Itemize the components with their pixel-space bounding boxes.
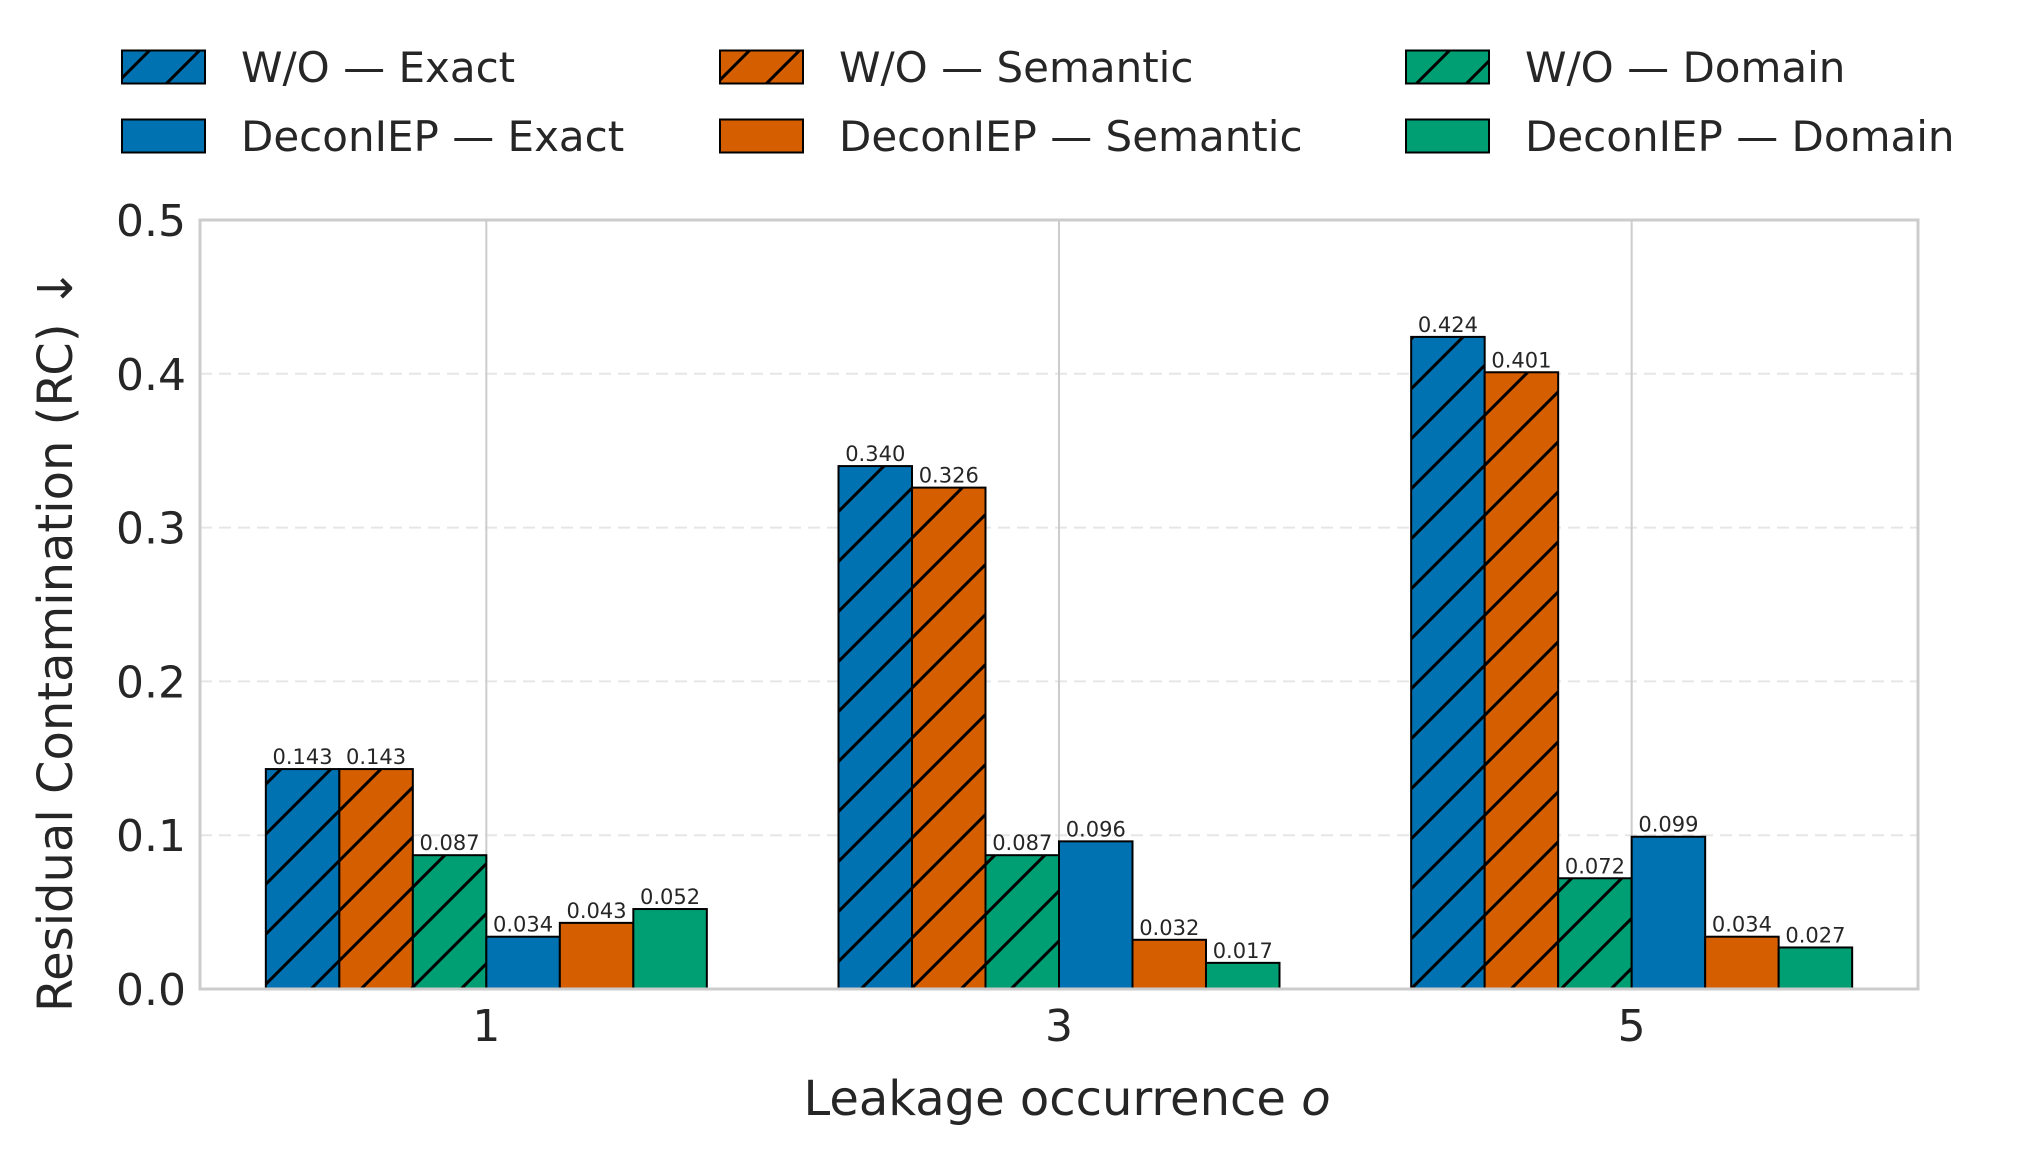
bar — [1205, 961, 1281, 991]
bar-hatch — [1411, 336, 1485, 989]
legend-entry: W/O — Domain — [1405, 43, 1845, 92]
data-label: 0.052 — [640, 885, 700, 909]
legend-label: W/O — Exact — [241, 43, 515, 92]
bar-hatch — [412, 855, 487, 989]
legend-swatch — [1405, 118, 1490, 154]
data-label: 0.143 — [346, 745, 406, 769]
y-tick-label: 0.3 — [116, 504, 186, 555]
legend-entry: DeconIEP — Exact — [121, 112, 624, 161]
x-tick-label: 3 — [1045, 1001, 1073, 1052]
data-label: 0.087 — [420, 831, 480, 855]
bar-fill — [558, 921, 635, 991]
x-axis-label: Leakage occurrence o — [803, 1071, 1330, 1127]
data-label: 0.034 — [1712, 913, 1772, 937]
legend-swatch-hatch — [122, 50, 205, 84]
legend-label: W/O — Domain — [1525, 43, 1845, 92]
y-tick-label: 0.0 — [116, 965, 186, 1016]
legend-entry: DeconIEP — Domain — [1405, 112, 1955, 161]
data-label: 0.099 — [1638, 813, 1698, 837]
legend-swatch-hatch — [1406, 50, 1489, 84]
bar-fill — [1205, 961, 1281, 991]
bar — [485, 935, 561, 991]
data-label: 0.401 — [1491, 348, 1551, 372]
data-label: 0.143 — [273, 745, 333, 769]
bar-fill — [1777, 946, 1854, 990]
bar — [911, 486, 987, 990]
bar-hatch — [985, 855, 1059, 989]
data-label: 0.017 — [1213, 939, 1273, 963]
bar-hatch — [1484, 372, 1559, 990]
legend-entry: W/O — Exact — [121, 43, 515, 92]
plot-frame — [198, 218, 1920, 991]
bar-hatch — [1558, 878, 1632, 989]
bar — [984, 854, 1060, 990]
bar — [632, 908, 708, 990]
bar-fill — [1058, 840, 1134, 990]
data-label: 0.340 — [845, 442, 905, 466]
bar — [1131, 938, 1207, 990]
bar-hatch — [912, 487, 986, 989]
bar-fill — [1704, 935, 1780, 991]
bar — [1704, 935, 1780, 991]
bar-hatch — [838, 466, 912, 990]
x-tick-label: 1 — [472, 1001, 500, 1052]
data-label: 0.043 — [567, 899, 627, 923]
x-tick-label: 5 — [1618, 1001, 1646, 1052]
y-axis-label: Residual Contamination (RC) ↓ — [28, 268, 84, 1012]
data-label: 0.032 — [1139, 916, 1199, 940]
y-tick-label: 0.4 — [116, 350, 186, 401]
bar — [1630, 835, 1707, 990]
legend-swatch — [719, 118, 804, 154]
bar — [1058, 840, 1134, 990]
bar-fill — [632, 908, 708, 990]
data-label: 0.424 — [1418, 313, 1478, 337]
bar — [1483, 371, 1560, 990]
legend-label: DeconIEP — Exact — [241, 112, 624, 161]
x-axis-label-variable: o — [1301, 1071, 1330, 1127]
bar — [558, 921, 635, 991]
data-label: 0.034 — [493, 913, 553, 937]
plot-area: 0.0 0.1 0.2 0.3 0.4 0.5 1 3 5 0.143 0.340 0.424 0.14… — [116, 196, 1920, 1052]
legend-entry: DeconIEP — Semantic — [719, 112, 1303, 161]
data-label: 0.027 — [1785, 923, 1845, 947]
bar — [411, 854, 488, 990]
data-label: 0.087 — [992, 831, 1052, 855]
bar — [264, 768, 341, 990]
legend-swatch — [121, 118, 206, 154]
x-axis-label-text: Leakage occurrence — [803, 1071, 1301, 1127]
legend-swatch-hatch — [720, 50, 803, 84]
legend: W/O — Exact W/O — Semantic W/O — Domain Dec… — [121, 43, 1955, 161]
y-tick-label: 0.1 — [116, 811, 186, 862]
bar-fill — [1630, 835, 1707, 990]
bar — [338, 768, 414, 990]
bar — [1557, 877, 1633, 990]
bar-fill — [485, 935, 561, 991]
bar — [837, 465, 913, 990]
legend-label: DeconIEP — Domain — [1525, 112, 1955, 161]
legend-entry: W/O — Semantic — [719, 43, 1193, 92]
data-label: 0.072 — [1565, 854, 1625, 878]
y-tick-label: 0.2 — [116, 657, 186, 708]
bar — [1410, 335, 1486, 990]
legend-label: W/O — Semantic — [839, 43, 1193, 92]
y-tick-label: 0.5 — [116, 196, 186, 247]
bar-fill — [1131, 938, 1207, 990]
bar-hatch — [265, 769, 340, 989]
data-label: 0.326 — [919, 464, 979, 488]
legend-label: DeconIEP — Semantic — [839, 112, 1303, 161]
data-label: 0.096 — [1066, 817, 1126, 841]
bar — [1777, 946, 1854, 990]
bar-hatch — [339, 769, 413, 989]
